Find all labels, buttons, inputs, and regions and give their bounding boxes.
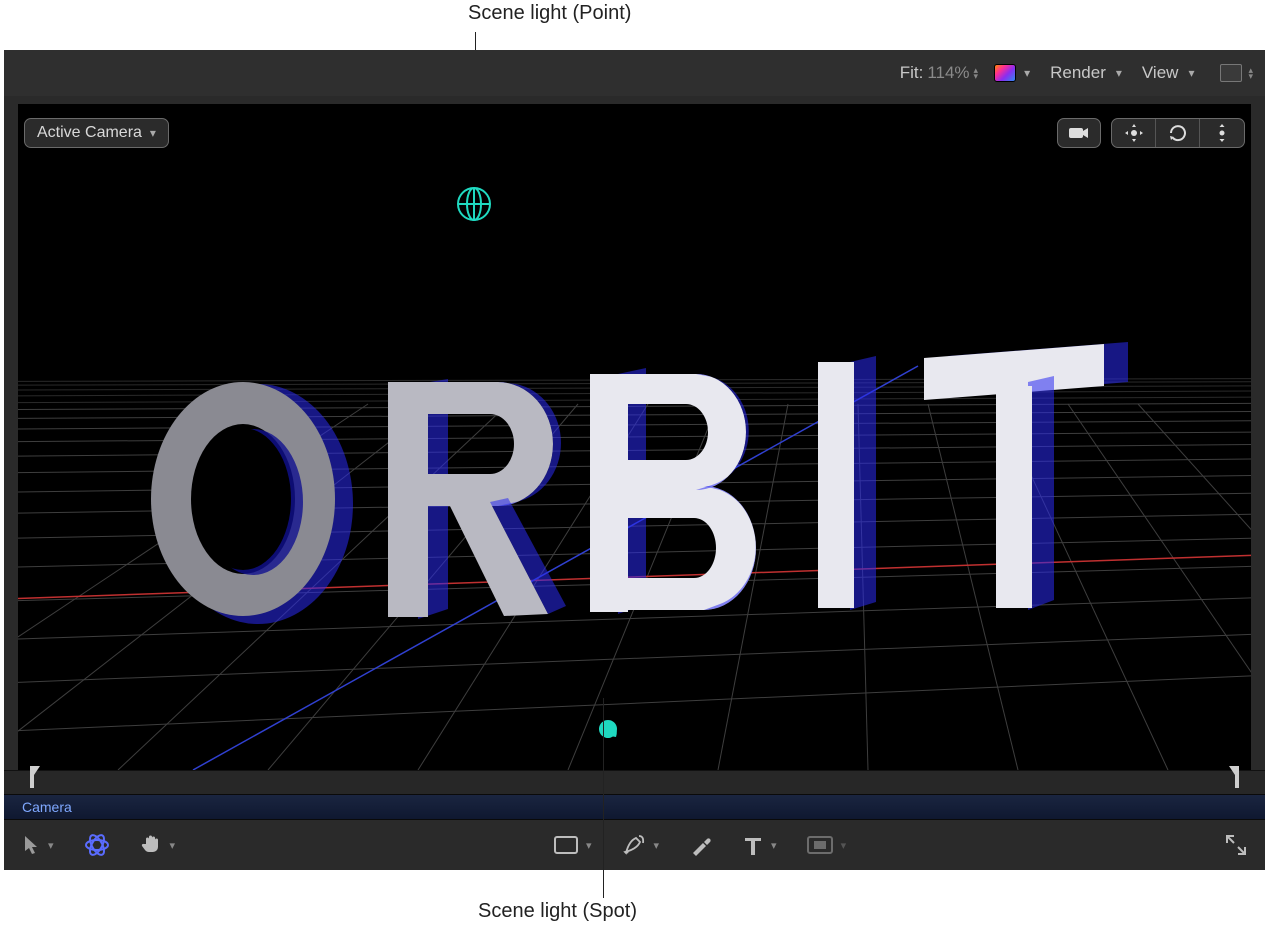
colorwell-chevron-icon[interactable]: ▾ [1024, 66, 1030, 80]
pan-tool[interactable]: ▾ [140, 834, 176, 856]
dolly-view-button[interactable] [1200, 119, 1244, 147]
chevron-down-icon: ▾ [586, 839, 592, 852]
fit-label: Fit: [900, 63, 924, 83]
viewport-controls [1057, 118, 1245, 148]
render-menu[interactable]: Render [1050, 63, 1106, 83]
chevron-down-icon: ▾ [771, 839, 777, 852]
bottom-toolbar: ▾ ▾ ▾ ▾ ▾ ▾ [4, 820, 1265, 870]
mini-timeline-ruler[interactable] [4, 770, 1265, 794]
orbit-view-button[interactable] [1156, 119, 1200, 147]
pen-tool[interactable]: ▾ [622, 833, 660, 857]
in-point-icon[interactable] [28, 766, 42, 788]
timeline-camera-label: Camera [22, 799, 72, 815]
fit-stepper[interactable]: ▴▾ [974, 67, 979, 79]
pan-view-button[interactable] [1112, 119, 1156, 147]
chevron-down-icon: ▾ [654, 839, 660, 852]
paint-tool[interactable] [689, 833, 713, 857]
timeline-camera-strip[interactable]: Camera [4, 794, 1265, 820]
select-tool[interactable]: ▾ [22, 834, 54, 856]
spot-light-icon[interactable] [599, 720, 618, 738]
chevron-down-icon: ▾ [170, 839, 176, 852]
annotation-bottom-line [603, 698, 604, 898]
annotation-bottom-label: Scene light (Spot) [478, 900, 637, 923]
scene-canvas [18, 104, 1251, 770]
fit-value[interactable]: 114% [927, 63, 969, 83]
camera-selector-label: Active Camera [37, 124, 142, 142]
view-menu[interactable]: View [1142, 63, 1179, 83]
bg-swatch-stepper[interactable]: ▴▾ [1248, 67, 1253, 79]
chevron-down-icon: ▾ [841, 839, 847, 852]
color-well[interactable] [994, 64, 1016, 82]
app-window: Fit: 114% ▴▾ ▾ Render ▾ View ▾ ▴▾ [4, 50, 1265, 870]
bg-swatch[interactable] [1220, 64, 1242, 82]
annotation-top-label: Scene light (Point) [468, 2, 631, 25]
viewport[interactable]: Active Camera ▾ [18, 104, 1251, 770]
rectangle-tool[interactable]: ▾ [554, 836, 592, 854]
point-light-icon[interactable] [458, 188, 490, 220]
view-nav-segment [1111, 118, 1245, 148]
view-chevron-icon[interactable]: ▾ [1188, 66, 1194, 80]
text-tool[interactable]: ▾ [743, 834, 777, 856]
camera-selector[interactable]: Active Camera ▾ [24, 118, 169, 148]
fullscreen-button[interactable] [1225, 834, 1247, 856]
chevron-down-icon: ▾ [48, 839, 54, 852]
transform-3d-tool[interactable] [84, 832, 110, 858]
topbar: Fit: 114% ▴▾ ▾ Render ▾ View ▾ ▴▾ [4, 50, 1265, 96]
camera-frame-button[interactable] [1057, 118, 1101, 148]
out-point-icon[interactable] [1227, 766, 1241, 788]
render-chevron-icon[interactable]: ▾ [1116, 66, 1122, 80]
viewport-frame: Active Camera ▾ [4, 96, 1265, 770]
mask-tool[interactable]: ▾ [807, 836, 847, 854]
chevron-down-icon: ▾ [150, 126, 156, 140]
